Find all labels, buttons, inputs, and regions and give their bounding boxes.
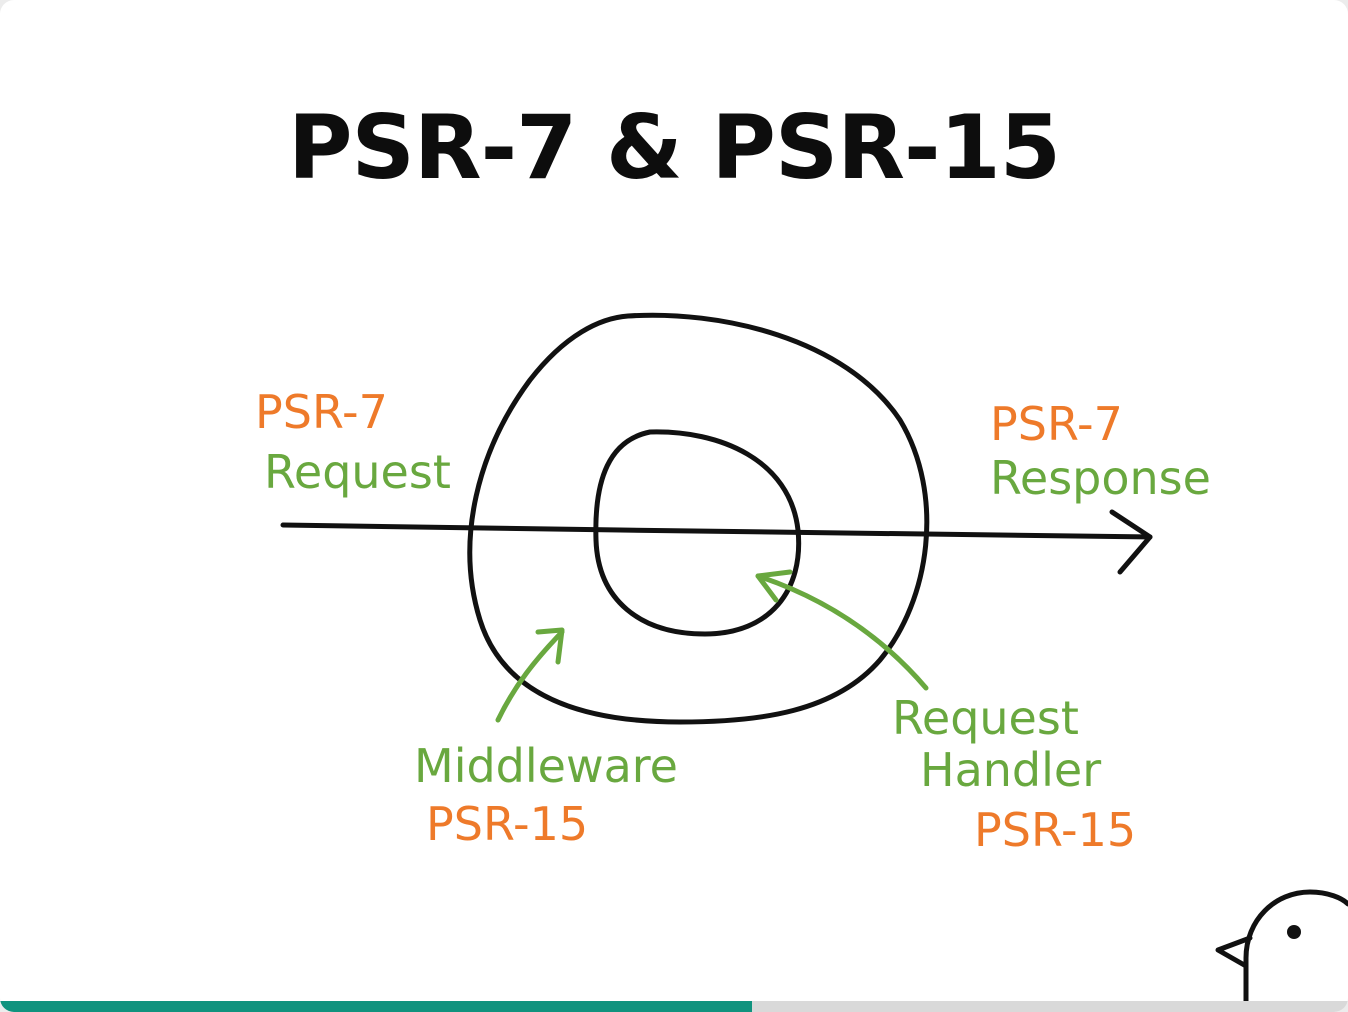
input-request-label: Request	[264, 445, 451, 499]
handler-handler-label: Handler	[920, 743, 1101, 797]
middleware-pointer-head	[535, 627, 565, 665]
slide-title: PSR-7 & PSR-15	[287, 96, 1061, 199]
handler-request-label: Request	[892, 691, 1079, 745]
response-arrowhead	[1109, 509, 1153, 575]
handler-pointer-head	[755, 569, 793, 603]
output-psr7-label: PSR-7	[990, 397, 1123, 451]
middleware-label: Middleware	[414, 739, 678, 793]
handler-psr15-label: PSR-15	[974, 803, 1136, 857]
bird-mascot-icon	[1215, 889, 1348, 1012]
input-psr7-label: PSR-7	[255, 385, 388, 439]
middleware-ring	[467, 312, 930, 725]
middleware-pointer-arrow	[495, 629, 565, 723]
output-response-label: Response	[990, 451, 1211, 505]
slide-progress-fill	[0, 1001, 753, 1012]
handler-ring	[593, 429, 802, 637]
handler-pointer-arrow	[755, 573, 929, 691]
request-flow-line	[280, 522, 1153, 540]
slide-progress-bar	[0, 1001, 1348, 1012]
middleware-psr15-label: PSR-15	[426, 797, 588, 851]
